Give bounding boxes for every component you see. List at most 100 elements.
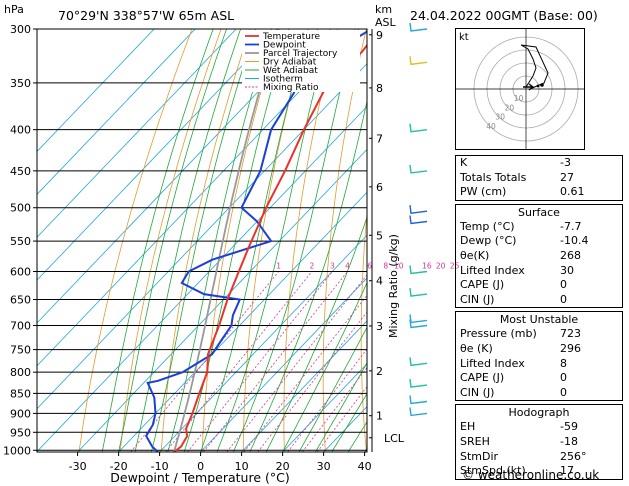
legend-entry: Parcel Trajectory xyxy=(263,49,338,59)
wet-adiabat-line xyxy=(101,29,214,452)
index-label: Totals Totals xyxy=(460,170,527,184)
wet-adiabat-line xyxy=(298,326,367,452)
wind-barb xyxy=(409,22,428,32)
indices-panel: K -3 Totals Totals 27 PW (cm) 0.61 Surface Te… xyxy=(455,155,623,483)
mixing-ratio-labels: 1 2 3 4 6 8 10 16 20 25 xyxy=(276,262,459,271)
dry-adiabat-line xyxy=(119,29,222,452)
wind-barb xyxy=(409,357,428,367)
mixing-ratio-label: 1 xyxy=(276,262,281,271)
wind-barb xyxy=(409,395,428,405)
mixing-ratio-line xyxy=(130,271,279,452)
isotherm-line xyxy=(37,29,196,195)
hodograph-label: EH xyxy=(460,420,476,434)
surface-label: Temp (°C) xyxy=(460,219,515,233)
most-unstable-value: 0 xyxy=(560,371,567,385)
surface-value: -7.7 xyxy=(560,219,582,233)
isotherm-line xyxy=(159,234,367,452)
surface-value: -10.4 xyxy=(560,234,589,248)
hodograph-label: StmSpd (kt) xyxy=(460,464,526,478)
km-tick-label: 6 xyxy=(376,181,383,194)
mixing-ratio-label: 2 xyxy=(309,262,314,271)
most-unstable-value: 296 xyxy=(560,341,581,355)
wind-barb xyxy=(409,56,428,66)
wet-adiabat-line xyxy=(134,29,241,452)
location-title: 70°29'N 338°57'W 65m ASL xyxy=(58,8,234,23)
hodograph-box: Hodograph EH -59 SREH -18 StmDir 256° StmSpd (… xyxy=(455,404,623,480)
storm-motion-arrow xyxy=(523,83,535,91)
datetime-title: 24.04.2022 00GMT (Base: 00) xyxy=(410,8,598,23)
hodograph-label: StmDir xyxy=(460,449,499,463)
hodograph-ring-label: 40 xyxy=(486,122,496,131)
surface-label: Lifted Index xyxy=(460,263,525,277)
wet-adiabat-line xyxy=(167,29,272,452)
most-unstable-row: CAPE (J) 0 xyxy=(456,371,622,386)
hodograph-ring-label: 20 xyxy=(505,103,515,112)
pressure-tick-label: 650 xyxy=(10,294,31,307)
dry-adiabat-line xyxy=(434,29,454,452)
km-tick-label: 4 xyxy=(376,275,383,288)
temperature-tick-label: -10 xyxy=(151,460,169,473)
mixing-ratio-line xyxy=(187,271,333,452)
most-unstable-label: Pressure (mb) xyxy=(460,327,537,341)
km-label: km xyxy=(375,3,392,16)
index-row: PW (cm) 0.61 xyxy=(456,185,622,200)
surface-label: CAPE (J) xyxy=(460,278,505,292)
temperature-tick-label: 10 xyxy=(235,460,249,473)
hodograph-kt-label: kt xyxy=(459,32,469,43)
surface-value: 0 xyxy=(560,278,567,292)
mixing-ratio-label: 20 xyxy=(436,262,446,271)
mixing-ratio-line xyxy=(203,271,348,452)
wind-barb xyxy=(409,164,428,174)
surface-label: Dewp (°C) xyxy=(460,234,517,248)
wet-adiabat-line xyxy=(200,29,309,452)
km-tick-label: 1 xyxy=(376,410,383,423)
wet-adiabat-line xyxy=(282,281,367,452)
most-unstable-label: θe (K) xyxy=(460,341,493,355)
dry-adiabat-line xyxy=(78,29,193,452)
temperature-tick-label: 0 xyxy=(197,460,204,473)
isotherm-line xyxy=(200,277,367,452)
hodograph-trace xyxy=(520,44,549,90)
mixing-ratio-label: 6 xyxy=(367,262,372,271)
wind-barbs xyxy=(409,22,428,417)
surface-value: 0 xyxy=(560,292,567,306)
credit-text: © weatheronline.co.uk xyxy=(462,468,600,482)
most-unstable-label: Lifted Index xyxy=(460,356,525,370)
index-value: 0.61 xyxy=(560,185,585,199)
km-tick-label: 8 xyxy=(376,82,383,95)
hodograph-row: EH -59 xyxy=(456,420,622,435)
pressure-tick-label: 950 xyxy=(10,426,31,439)
most-unstable-value: 723 xyxy=(560,327,581,341)
index-value: 27 xyxy=(560,170,574,184)
wet-adiabat-line xyxy=(315,362,367,452)
pressure-tick-label: 500 xyxy=(10,202,31,215)
most-unstable-value: 0 xyxy=(560,385,567,399)
wet-adiabat-line xyxy=(265,215,367,452)
legend-entry: Mixing Ratio xyxy=(263,83,319,93)
surface-value: 268 xyxy=(560,248,581,262)
surface-label: CIN (J) xyxy=(460,292,495,306)
hodograph-value: -18 xyxy=(560,434,578,448)
mixing-ratio-label: 3 xyxy=(330,262,335,271)
indices-box: K -3 Totals Totals 27 PW (cm) 0.61 xyxy=(455,155,623,201)
isotherm-line xyxy=(37,29,237,238)
hpa-label: hPa xyxy=(4,3,24,16)
legend-entry: Temperature xyxy=(262,32,320,42)
pressure-tick-label: 450 xyxy=(10,165,31,178)
isotherm-line xyxy=(241,320,367,452)
temperature-tick-label: 30 xyxy=(317,460,331,473)
surface-row: CIN (J) 0 xyxy=(456,293,622,308)
surface-row: θe(K) 268 xyxy=(456,249,622,264)
dry-adiabat-line xyxy=(360,209,367,452)
index-label: PW (cm) xyxy=(460,185,507,199)
surface-row: Dewp (°C) -10.4 xyxy=(456,234,622,249)
pressure-tick-label: 750 xyxy=(10,344,31,357)
mixing-ratio-label: 10 xyxy=(394,262,404,271)
mixing-ratio-line xyxy=(165,271,313,452)
wind-barb xyxy=(409,314,428,324)
mixing-ratio-line xyxy=(301,366,367,452)
legend-entry: Dewpoint xyxy=(263,41,306,51)
wet-adiabat-line xyxy=(183,29,290,452)
